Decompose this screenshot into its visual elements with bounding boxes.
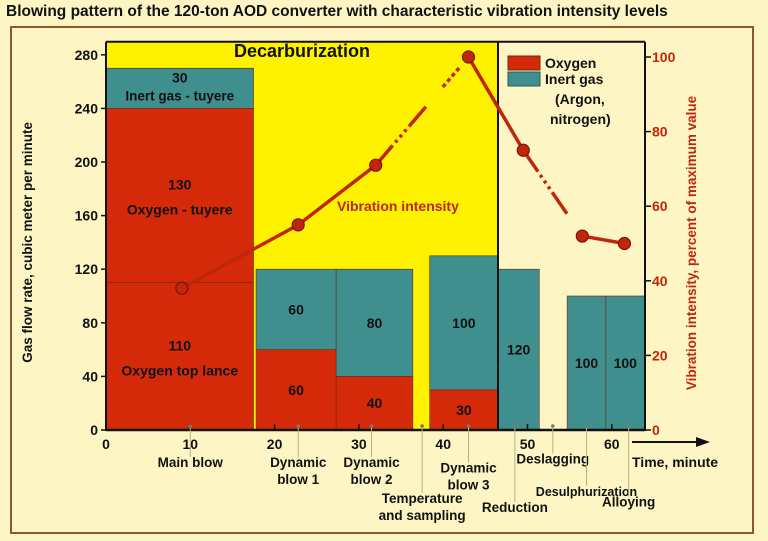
x-tick-label: 20 xyxy=(267,436,283,452)
y-axis-label: Gas flow rate, cubic meter per minute xyxy=(20,122,35,363)
bar-inert xyxy=(605,295,645,431)
vibration-line-segment xyxy=(581,234,625,246)
legend-label-inert: Inert gas xyxy=(545,71,604,87)
bar-value-label: 60 xyxy=(288,382,304,398)
y2-tick-label: 20 xyxy=(652,347,668,363)
y2-tick-label: 80 xyxy=(652,124,668,140)
phase-label: blow 1 xyxy=(277,472,319,487)
vibration-point xyxy=(575,229,589,243)
phase-label: blow 3 xyxy=(447,477,489,492)
x-tick-label: 40 xyxy=(435,436,451,452)
vibration-point xyxy=(175,281,189,295)
vibration-point xyxy=(617,236,632,251)
phase-marker xyxy=(420,424,424,428)
phase-marker xyxy=(466,424,471,428)
bar-inert xyxy=(255,268,337,350)
vibration-line-segment xyxy=(297,163,377,227)
bar-sub-label: Oxygen top lance xyxy=(121,362,238,378)
bar-oxygen xyxy=(105,282,254,431)
time-arrow-head xyxy=(696,437,710,447)
bar-value-label: 130 xyxy=(168,177,192,193)
x-tick-label: 60 xyxy=(604,436,620,452)
legend-swatch-inert xyxy=(507,71,541,87)
bar-inert xyxy=(429,255,499,391)
y-tick-label: 160 xyxy=(75,208,99,224)
bar-sub-label: Oxygen - tuyere xyxy=(127,202,233,218)
phase-marker xyxy=(296,424,301,428)
vibration-line-segment xyxy=(466,56,525,152)
legend-label-oxygen: Oxygen xyxy=(545,55,596,71)
legend-swatch-oxygen xyxy=(507,55,541,71)
phase-label: Dynamic xyxy=(343,455,400,470)
phase-label: Deslagging xyxy=(516,451,589,466)
bar-oxygen xyxy=(105,108,254,283)
y-tick-label: 240 xyxy=(75,100,99,116)
phase-marker xyxy=(584,424,589,428)
phase-label: Alloying xyxy=(602,495,655,510)
y2-tick-label: 0 xyxy=(652,422,660,438)
y-tick-label: 40 xyxy=(82,368,98,384)
phase-label: Temperature xyxy=(382,491,463,506)
chart-frame xyxy=(10,26,754,534)
bar-oxygen xyxy=(429,389,499,431)
y-tick-label: 120 xyxy=(75,261,99,277)
vibration-point xyxy=(516,143,530,157)
phase-label: and sampling xyxy=(379,508,466,523)
bar-inert xyxy=(335,268,414,377)
bar-value-label: 80 xyxy=(367,315,383,331)
y2-tick-label: 100 xyxy=(652,49,676,65)
phase-marker xyxy=(550,424,555,428)
phase-label: Main blow xyxy=(158,455,224,470)
y-tick-label: 280 xyxy=(75,47,99,63)
chart-title: Blowing pattern of the 120-ton AOD conve… xyxy=(6,3,668,20)
bar-value-label: 100 xyxy=(452,315,476,331)
bar-inert xyxy=(497,268,540,431)
bar-value-label: 100 xyxy=(614,355,638,371)
vibration-line-segment xyxy=(374,55,470,167)
y2-axis-label: Vibration intensity, percent of maximum … xyxy=(684,95,699,390)
vibration-line-segment xyxy=(181,223,300,290)
vibration-point xyxy=(291,218,305,232)
phase-marker xyxy=(513,424,517,428)
vibration-point xyxy=(369,158,383,172)
region-label: Decarburization xyxy=(234,41,370,61)
bar-value-label: 40 xyxy=(367,395,383,411)
x-tick-label: 30 xyxy=(351,436,367,452)
phase-marker xyxy=(626,424,631,428)
bar-value-label: 30 xyxy=(172,69,188,85)
phase-label: blow 2 xyxy=(351,472,393,487)
x-tick-label: 50 xyxy=(520,436,536,452)
phase-marker xyxy=(369,424,374,428)
y2-tick-label: 40 xyxy=(652,273,668,289)
y2-tick-label: 60 xyxy=(652,198,668,214)
phase-label: Desulphurization xyxy=(536,485,637,499)
y-tick-label: 80 xyxy=(82,315,98,331)
bar-value-label: 120 xyxy=(507,342,531,358)
phase-label: Dynamic xyxy=(440,460,497,475)
y-tick-label: 0 xyxy=(90,422,98,438)
legend-label-inert-line2: (Argon, xyxy=(555,91,605,107)
vibration-point xyxy=(461,50,476,64)
y-tick-label: 200 xyxy=(75,154,99,170)
bar-value-label: 60 xyxy=(288,301,304,317)
phase-label: Dynamic xyxy=(270,455,327,470)
legend-label-inert-line3: nitrogen) xyxy=(550,111,611,127)
vibration-line-segment xyxy=(521,149,584,238)
bar-value-label: 30 xyxy=(456,402,472,418)
bar-value-label: 110 xyxy=(168,337,191,353)
bar-sub-label: Inert gas - tuyere xyxy=(125,88,234,103)
x-axis-label: Time, minute xyxy=(632,454,718,470)
x-tick-label: 0 xyxy=(102,436,110,452)
bar-value-label: 100 xyxy=(575,355,599,371)
phase-marker xyxy=(188,424,193,428)
bar-inert xyxy=(105,67,254,109)
vibration-label: Vibration intensity xyxy=(337,198,459,214)
phase-label: Reduction xyxy=(482,500,548,515)
